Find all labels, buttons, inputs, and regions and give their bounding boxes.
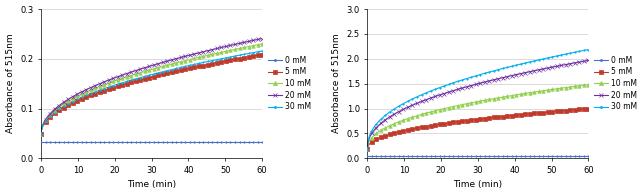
Legend: 0 mM, 5 mM, 10 mM, 20 mM, 30 mM: 0 mM, 5 mM, 10 mM, 20 mM, 30 mM bbox=[595, 56, 637, 112]
Y-axis label: Absorbance of 515nm: Absorbance of 515nm bbox=[332, 34, 341, 133]
X-axis label: Time (min): Time (min) bbox=[127, 180, 176, 190]
Legend: 0 mM, 5 mM, 10 mM, 20 mM, 30 mM: 0 mM, 5 mM, 10 mM, 20 mM, 30 mM bbox=[268, 56, 311, 112]
X-axis label: Time (min): Time (min) bbox=[453, 180, 502, 190]
Y-axis label: Absorbance of 515nm: Absorbance of 515nm bbox=[6, 34, 15, 133]
